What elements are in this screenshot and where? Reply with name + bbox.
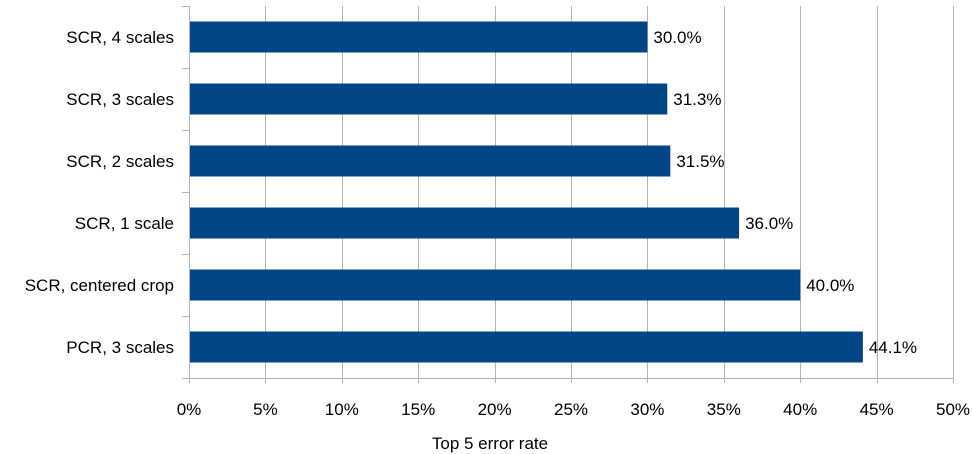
x-tick-label: 50% [936,400,970,419]
grid-lines [265,6,954,378]
y-category-label: SCR, 2 scales [66,152,174,171]
data-label: 40.0% [806,276,854,295]
x-tick-label: 30% [630,400,664,419]
x-tick-label: 10% [325,400,359,419]
x-tick-label: 35% [707,400,741,419]
x-tick-label: 5% [253,400,278,419]
axes [182,6,954,383]
y-category-label: SCR, 3 scales [66,90,174,109]
y-category-label: SCR, 4 scales [66,28,174,47]
labels: 0% 5% 10% 15% 20% 25% 30% 35% 40% 45% 50% SCR, 4 sc… [25,28,970,419]
x-tick-label: 20% [478,400,512,419]
data-label: 31.5% [676,152,724,171]
bar [190,207,740,239]
x-tick-label: 15% [401,400,435,419]
data-label: 36.0% [745,214,793,233]
y-category-label: PCR, 3 scales [66,338,174,357]
x-tick-label: 45% [860,400,894,419]
x-tick-label: 40% [783,400,817,419]
data-label: 44.1% [869,338,917,357]
bar [190,331,863,363]
bar [190,269,801,301]
x-axis-title: Top 5 error rate [432,434,548,453]
bar [190,83,668,115]
x-tick-label: 25% [554,400,588,419]
y-category-label: SCR, centered crop [25,276,174,295]
y-category-label: SCR, 1 scale [75,214,174,233]
bars [190,21,863,363]
data-label: 31.3% [673,90,721,109]
bar [190,21,648,53]
x-tick-label: 0% [177,400,202,419]
bar [190,145,671,177]
data-label: 30.0% [653,28,701,47]
